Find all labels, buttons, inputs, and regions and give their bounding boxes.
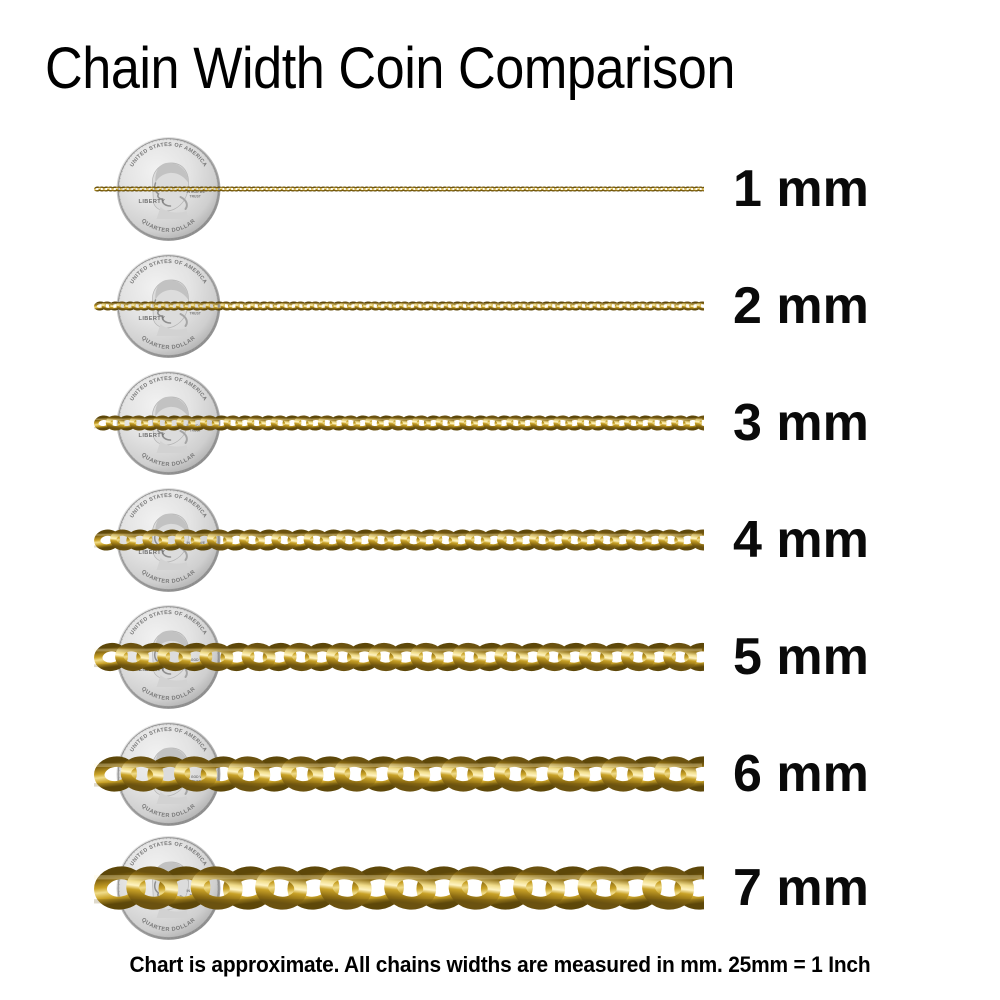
svg-text:LIBERTY: LIBERTY <box>139 433 166 439</box>
chain-swatch-2mm <box>92 296 704 316</box>
svg-text:IN GOD WE: IN GOD WE <box>187 658 206 662</box>
quarter-dollar-coin-icon: UNITED STATES OF AMERICA QUARTER DOLLAR LI… <box>116 721 221 826</box>
chain-row-6mm: UNITED STATES OF AMERICA QUARTER DOLLAR LI… <box>0 715 1000 832</box>
svg-text:LIBERTY: LIBERTY <box>139 199 166 205</box>
svg-text:IN GOD WE: IN GOD WE <box>187 775 206 779</box>
chain-width-label-7mm: 7 mm <box>733 858 869 917</box>
chain-swatch-3mm <box>92 406 704 439</box>
chain-width-label-3mm: 3 mm <box>733 393 869 452</box>
chain-swatch-6mm <box>92 735 704 812</box>
chain-width-label-2mm: 2 mm <box>733 276 869 335</box>
page-title: Chain Width Coin Comparison <box>45 36 735 101</box>
chain-width-label-1mm: 1 mm <box>733 159 869 218</box>
footer-note: Chart is approximate. All chains widths … <box>0 952 1000 978</box>
chain-row-1mm: UNITED STATES OF AMERICA QUARTER DOLLAR LI… <box>0 130 1000 247</box>
chain-row-5mm: UNITED STATES OF AMERICA QUARTER DOLLAR LI… <box>0 598 1000 715</box>
chain-swatch-5mm <box>92 626 704 688</box>
chain-swatch-4mm <box>92 516 704 562</box>
svg-text:LIBERTY: LIBERTY <box>139 550 166 556</box>
chain-swatch-1mm <box>92 183 704 194</box>
chain-width-label-5mm: 5 mm <box>733 627 869 686</box>
quarter-dollar-coin-icon: UNITED STATES OF AMERICA QUARTER DOLLAR LI… <box>116 487 221 592</box>
chain-row-3mm: UNITED STATES OF AMERICA QUARTER DOLLAR LI… <box>0 364 1000 481</box>
chain-swatch-7mm <box>92 840 704 935</box>
chain-row-7mm: UNITED STATES OF AMERICA QUARTER DOLLAR LI… <box>0 829 1000 946</box>
svg-text:LIBERTY: LIBERTY <box>139 316 166 322</box>
svg-text:TRUST: TRUST <box>190 194 202 198</box>
chain-row-4mm: UNITED STATES OF AMERICA QUARTER DOLLAR LI… <box>0 481 1000 598</box>
chain-width-label-6mm: 6 mm <box>733 744 869 803</box>
svg-text:TRUST: TRUST <box>190 311 202 315</box>
svg-text:IN GOD WE: IN GOD WE <box>187 190 206 194</box>
chain-row-2mm: UNITED STATES OF AMERICA QUARTER DOLLAR LI… <box>0 247 1000 364</box>
quarter-dollar-coin-icon: UNITED STATES OF AMERICA QUARTER DOLLAR LI… <box>116 253 221 358</box>
footer-note-text: Chart is approximate. All chains widths … <box>129 952 871 977</box>
chain-width-label-4mm: 4 mm <box>733 510 869 569</box>
